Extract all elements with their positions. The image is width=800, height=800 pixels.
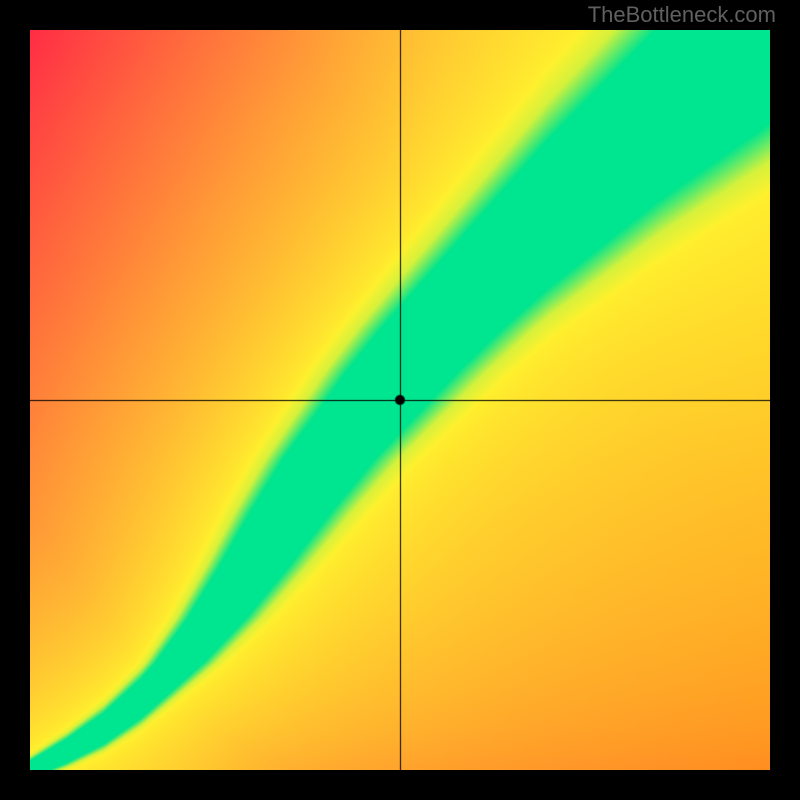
chart-frame: { "watermark": { "text": "TheBottleneck.… <box>0 0 800 800</box>
watermark-text: TheBottleneck.com <box>588 2 776 28</box>
bottleneck-heatmap <box>30 30 770 770</box>
